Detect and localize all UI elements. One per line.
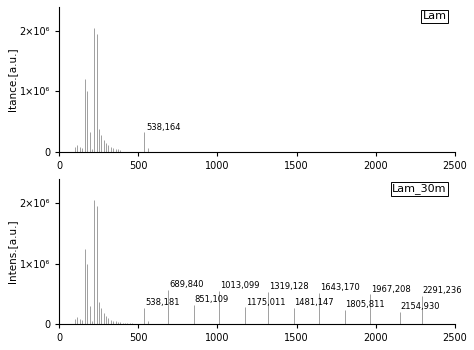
Text: 1319,128: 1319,128: [269, 282, 308, 291]
Y-axis label: Itance.[a.u.]: Itance.[a.u.]: [7, 48, 17, 111]
Text: 1967,208: 1967,208: [371, 285, 411, 294]
Text: 689,840: 689,840: [169, 280, 203, 289]
Text: 538,181: 538,181: [145, 298, 180, 307]
Text: 538,164: 538,164: [146, 122, 181, 132]
Text: 1643,170: 1643,170: [320, 284, 360, 292]
Text: 1805,811: 1805,811: [346, 300, 385, 309]
Text: Lam_30m: Lam_30m: [392, 183, 447, 194]
Text: 2154,930: 2154,930: [401, 302, 440, 311]
Text: 1481,147: 1481,147: [294, 298, 334, 307]
Text: 851,109: 851,109: [195, 295, 229, 304]
Text: 2291,236: 2291,236: [422, 286, 462, 295]
Y-axis label: Intens.[a.u.]: Intens.[a.u.]: [7, 220, 17, 284]
Text: 1013,099: 1013,099: [220, 281, 260, 290]
Text: Lam: Lam: [423, 11, 447, 21]
Text: 1175,011: 1175,011: [246, 298, 285, 307]
